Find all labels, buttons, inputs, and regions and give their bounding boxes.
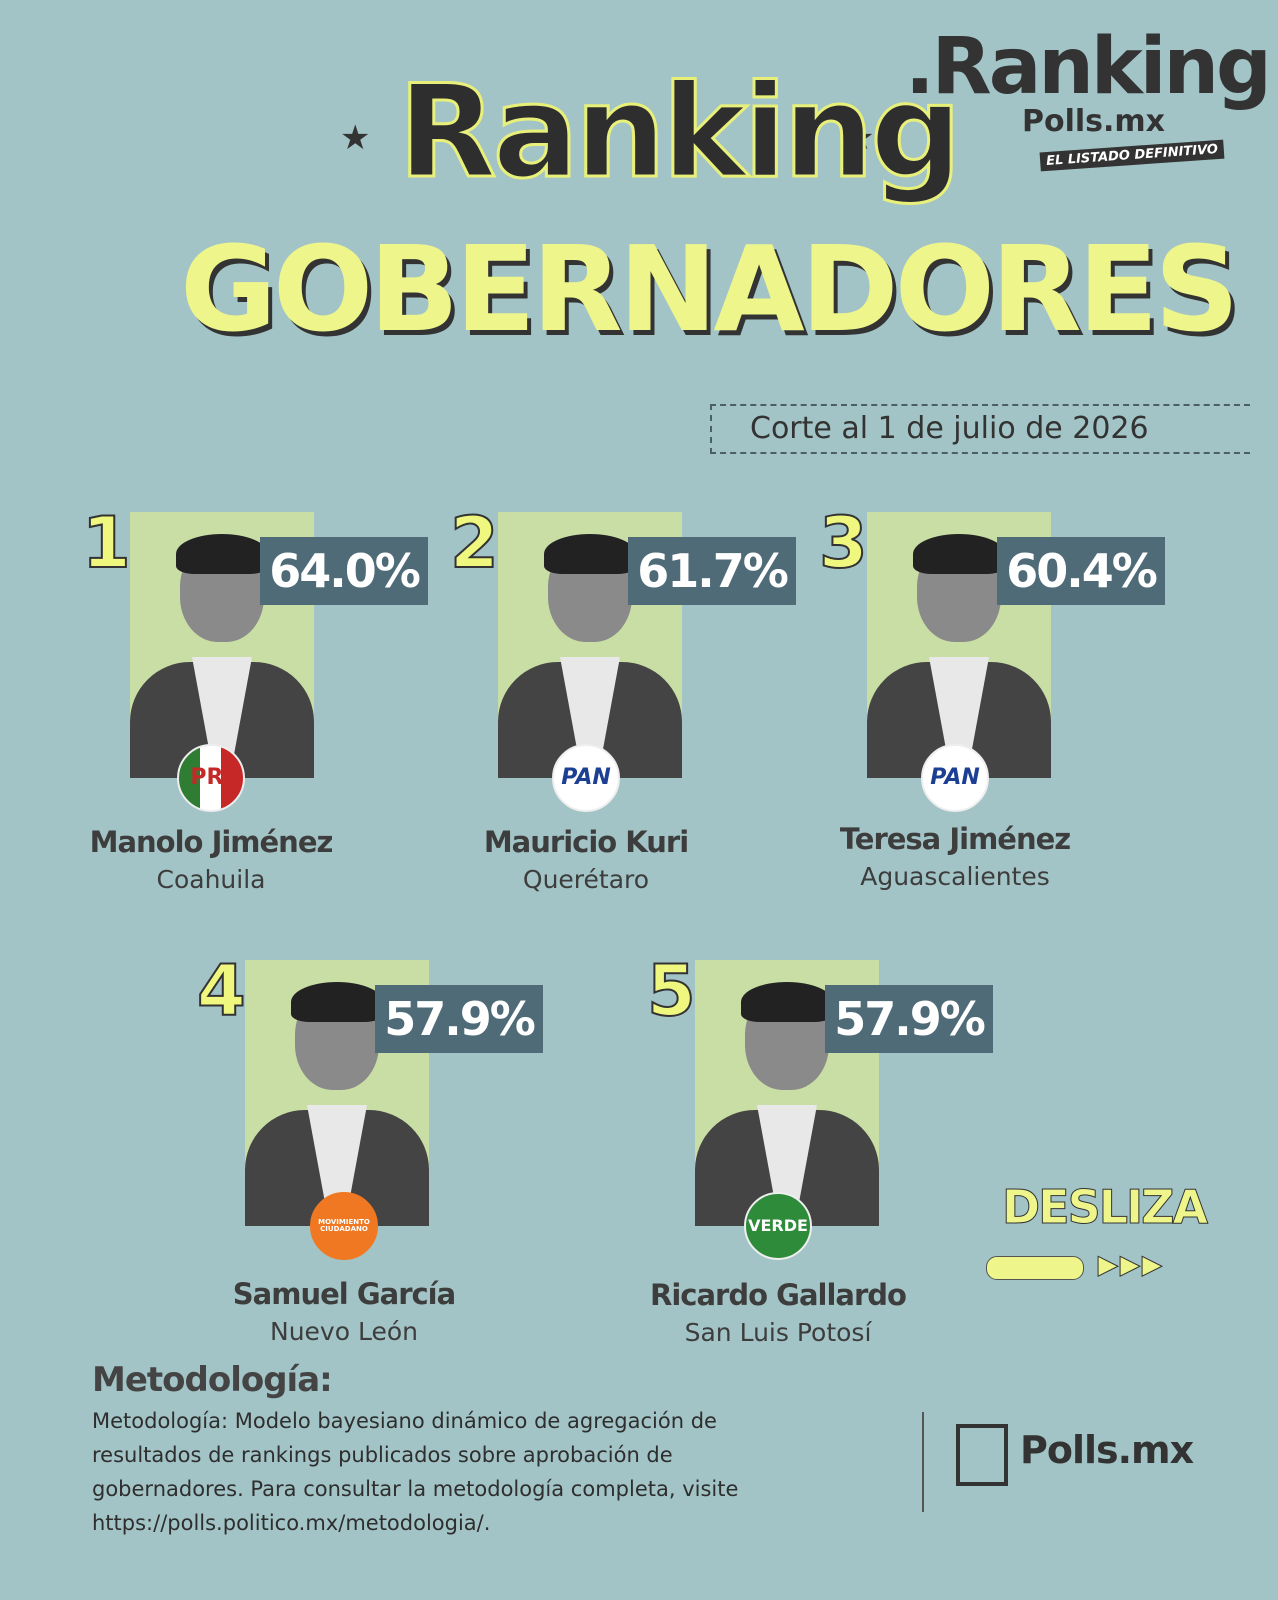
brand-name: .Ranking <box>905 22 1272 112</box>
swipe-bar <box>986 1256 1084 1280</box>
rank: 2 <box>449 501 500 585</box>
percent: 61.7% <box>628 537 796 605</box>
photo-hair <box>176 534 268 574</box>
state: Aguascalientes <box>860 862 1050 891</box>
photo-hair <box>913 534 1005 574</box>
brand-site: Polls.mx <box>1022 104 1166 139</box>
percent: 64.0% <box>260 537 428 605</box>
name: Samuel García <box>232 1277 456 1311</box>
party-logo: PRI <box>177 744 245 812</box>
rank: 1 <box>81 501 132 585</box>
state: Querétaro <box>522 865 650 894</box>
name: Manolo Jiménez <box>89 825 334 859</box>
percent: 57.9% <box>825 985 993 1053</box>
star: ★ <box>340 118 371 158</box>
state: Coahuila <box>156 865 266 894</box>
swipe-arrows: ▶▶▶ <box>1098 1250 1164 1281</box>
party-logo: MOVIMIENTO CIUDADANO <box>310 1192 378 1260</box>
footer-logo: Polls.mx <box>1020 1428 1194 1472</box>
subtitle: GOBERNADORES <box>180 220 1239 358</box>
name: Ricardo Gallardo <box>650 1278 907 1312</box>
rank: 5 <box>646 949 697 1033</box>
party-logo: VERDE <box>744 1192 812 1260</box>
photo-hair <box>741 982 833 1022</box>
party-logo: PAN <box>552 744 620 812</box>
star: ★ <box>844 118 875 158</box>
divider <box>922 1412 924 1512</box>
methodology-title: Metodología: <box>92 1360 333 1400</box>
party-logo: PAN <box>921 744 989 812</box>
percent: 60.4% <box>997 537 1165 605</box>
rank: 4 <box>196 949 247 1033</box>
photo-hair <box>544 534 636 574</box>
title: Ranking <box>397 57 964 209</box>
swipe-label: DESLIZA <box>1001 1180 1208 1235</box>
name: Teresa Jiménez <box>839 822 1071 856</box>
rank: 3 <box>818 501 869 585</box>
photo-hair <box>291 982 383 1022</box>
photo <box>695 960 879 1226</box>
brand-tagline: EL LISTADO DEFINITIVO <box>1039 139 1225 172</box>
state: San Luis Potosí <box>684 1318 872 1347</box>
footer-icon <box>956 1424 1008 1486</box>
percent: 57.9% <box>375 985 543 1053</box>
name: Mauricio Kuri <box>483 825 689 859</box>
date: Corte al 1 de julio de 2026 <box>710 404 1250 454</box>
state: Nuevo León <box>270 1317 418 1346</box>
methodology-text: Metodología: Modelo bayesiano dinámico d… <box>92 1409 739 1535</box>
